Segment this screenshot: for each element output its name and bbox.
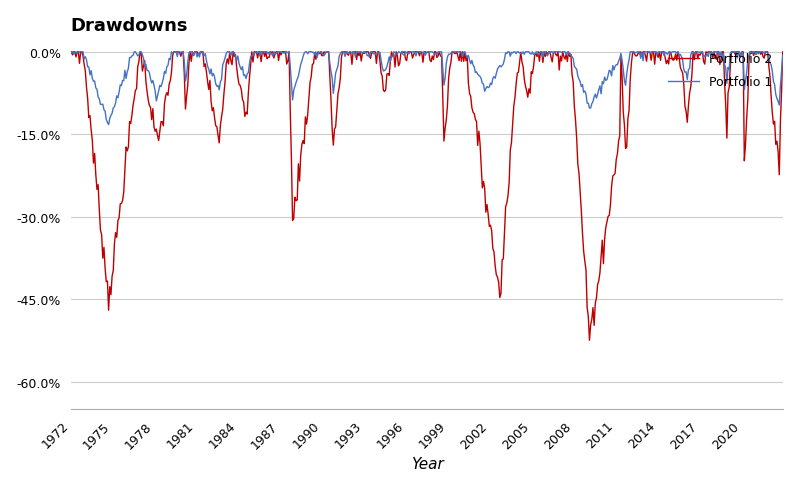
Line: Portfolio 2: Portfolio 2 (71, 53, 782, 341)
Portfolio 1 (331, 71, 341, 77)
Portfolio 1 (324, 50, 334, 56)
Portfolio 1 (338, 50, 347, 56)
Line: Portfolio 1: Portfolio 1 (71, 53, 782, 125)
Portfolio 2 (66, 50, 76, 56)
Portfolio 1 (68, 50, 78, 56)
Legend: Portfolio 2, Portfolio 1: Portfolio 2, Portfolio 1 (662, 48, 777, 94)
Portfolio 2 (778, 50, 787, 56)
Portfolio 1 (754, 50, 764, 56)
Portfolio 1 (728, 50, 738, 56)
Text: Drawdowns: Drawdowns (70, 17, 188, 35)
Portfolio 1 (778, 54, 787, 60)
Portfolio 2 (726, 50, 736, 56)
Portfolio 2 (774, 149, 783, 155)
Portfolio 1 (774, 103, 784, 109)
Portfolio 2 (335, 77, 345, 82)
Portfolio 1 (66, 50, 76, 56)
Portfolio 2 (329, 143, 338, 149)
Portfolio 2 (322, 50, 331, 56)
X-axis label: Year: Year (410, 456, 443, 471)
Portfolio 2 (585, 338, 594, 344)
Portfolio 2 (754, 50, 763, 56)
Portfolio 1 (104, 122, 114, 128)
